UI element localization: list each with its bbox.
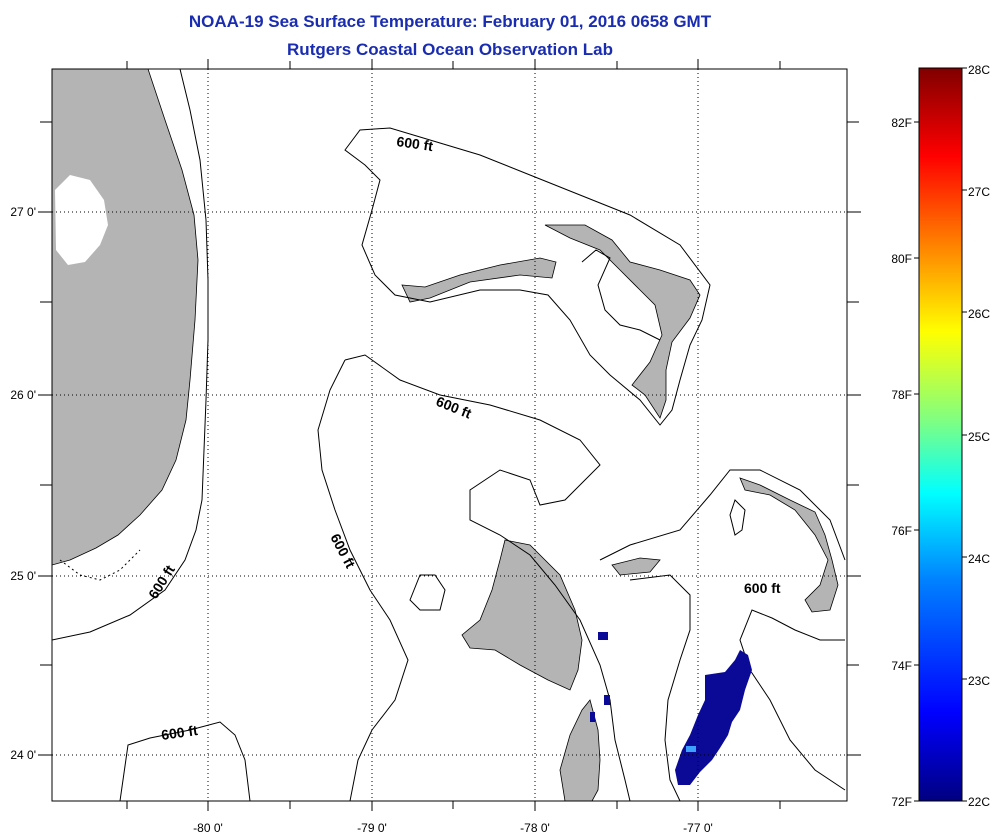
grid-lines (52, 69, 847, 801)
colorbar-f-82: 82F (891, 116, 912, 130)
colorbar-c-22: 22C (968, 795, 990, 809)
lon-label-79: -79 0' (357, 821, 387, 835)
colorbar-f-80: 80F (891, 252, 912, 266)
major-ticks (38, 59, 861, 811)
sst-warm-pixel (686, 746, 696, 752)
contour-label-east: 600 ft (744, 580, 781, 596)
sst-data (590, 632, 752, 785)
colorbar (918, 67, 963, 802)
eleuthera-land (739, 477, 839, 613)
lon-label-78: -78 0' (520, 821, 550, 835)
chart-title: NOAA-19 Sea Surface Temperature: Februar… (188, 12, 712, 31)
colorbar-c-27: 27C (968, 185, 990, 199)
colorbar-c-25: 25C (968, 430, 990, 444)
colorbar-f-78: 78F (891, 388, 912, 402)
florida-land (52, 69, 199, 566)
colorbar-f-76: 76F (891, 524, 912, 538)
contour-label-central: 600 ft (434, 393, 474, 422)
lat-label-26: 26 0' (10, 388, 36, 402)
contour-label-west-bank: 600 ft (327, 531, 358, 571)
lat-label-25: 25 0' (10, 569, 36, 583)
colorbar-ticks (914, 67, 967, 802)
florida-keys (59, 549, 141, 581)
lat-label-27: 27 0' (10, 205, 36, 219)
contour-label-florida: 600 ft (145, 562, 178, 602)
contour-label-south: 600 ft (160, 722, 199, 743)
andros-north-land (461, 539, 583, 691)
lake-okeechobee (55, 175, 108, 265)
map-frame (51, 68, 848, 802)
abaco-land (544, 224, 701, 419)
colorbar-f-72: 72F (891, 795, 912, 809)
andros-south-land (559, 699, 601, 801)
minor-ticks (40, 61, 859, 809)
contour-label-abaco: 600 ft (396, 133, 435, 154)
colorbar-c-23: 23C (968, 674, 990, 688)
lon-label-80: -80 0' (193, 821, 223, 835)
colorbar-c-24: 24C (968, 552, 990, 566)
colorbar-f-74: 74F (891, 659, 912, 673)
lat-label-24: 24 0' (10, 748, 36, 762)
grand-bahama-land (401, 257, 557, 303)
lon-label-77: -77 0' (683, 821, 713, 835)
new-providence-land (611, 557, 661, 576)
chart-subtitle: Rutgers Coastal Ocean Observation Lab (287, 40, 613, 59)
colorbar-c-28: 28C (968, 63, 990, 77)
colorbar-c-26: 26C (968, 307, 990, 321)
